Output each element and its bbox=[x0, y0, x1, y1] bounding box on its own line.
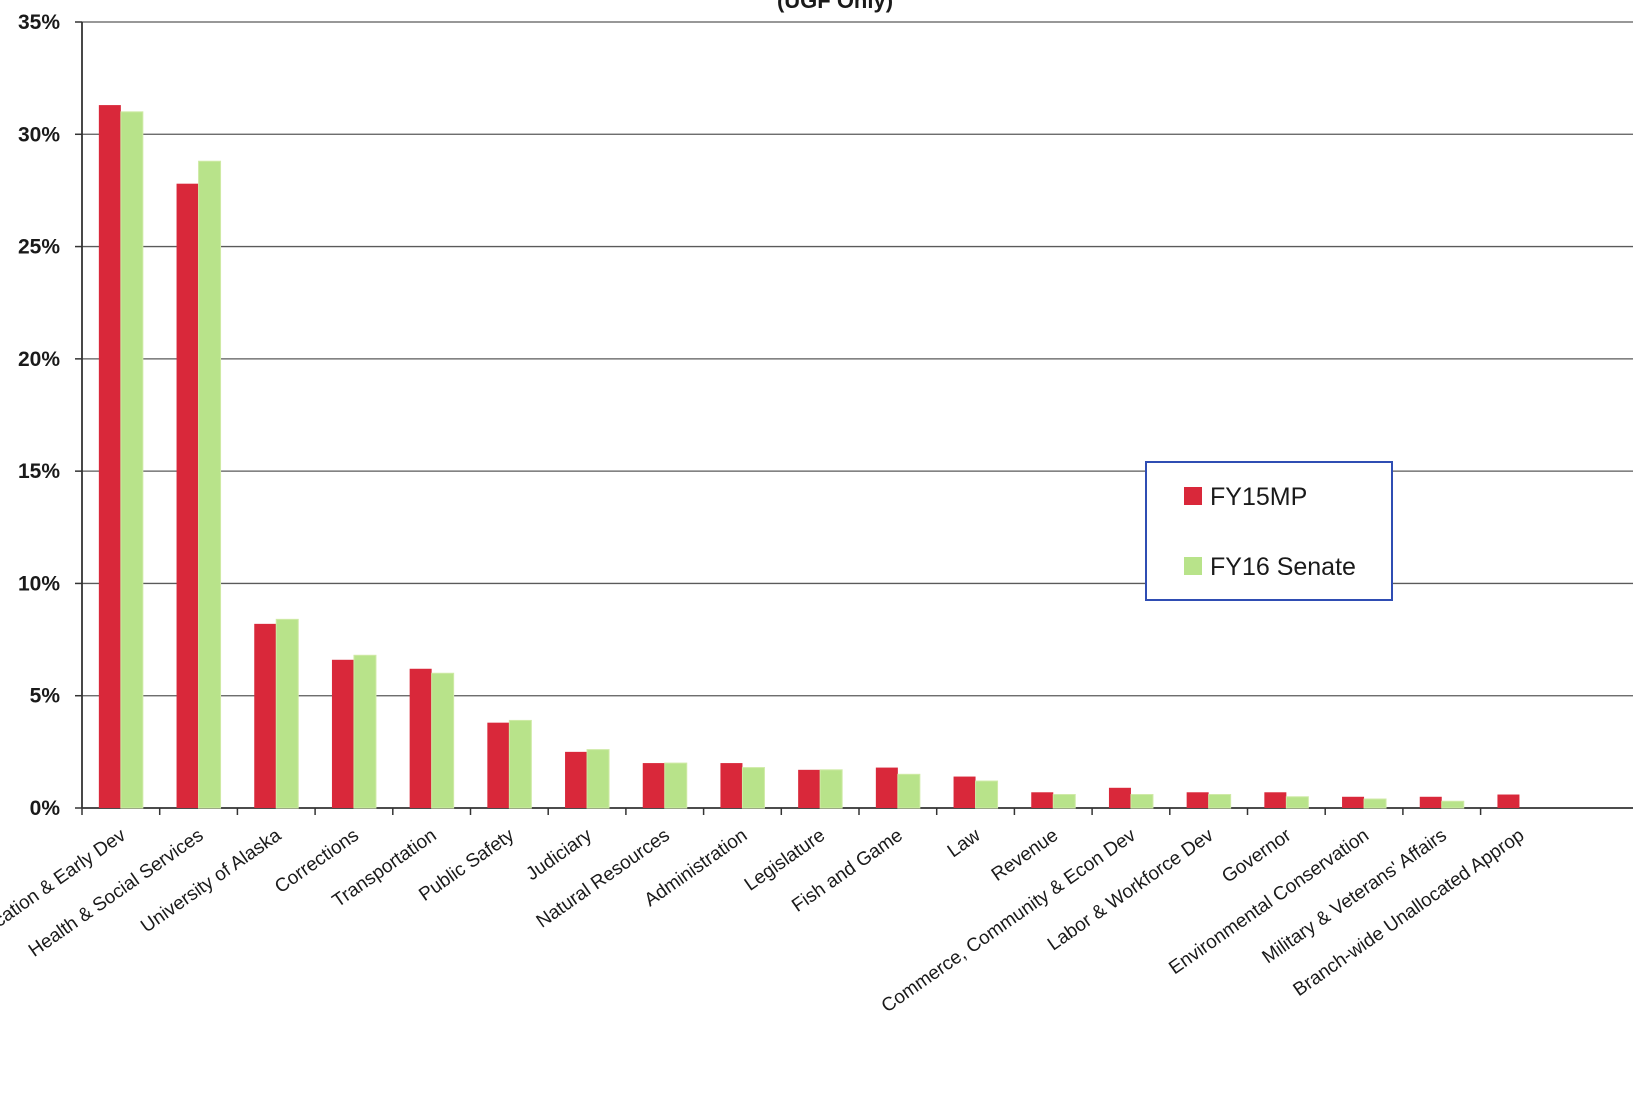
x-tick-label: Natural Resources bbox=[533, 825, 674, 932]
bars bbox=[99, 105, 1520, 808]
bar-fy15mp bbox=[177, 184, 199, 808]
bar-fy16-senate bbox=[354, 655, 376, 808]
bar-fy15mp bbox=[1342, 797, 1364, 808]
bar-fy15mp bbox=[410, 669, 432, 808]
bar-fy16-senate bbox=[742, 768, 764, 808]
bar-fy15mp bbox=[1497, 795, 1519, 808]
y-tick-label: 20% bbox=[18, 348, 60, 371]
bar-fy15mp bbox=[1187, 792, 1209, 808]
chart-title: (UGF Only) bbox=[777, 0, 893, 13]
bar-fy16-senate bbox=[665, 763, 687, 808]
gridlines bbox=[82, 22, 1633, 696]
y-tick-label: 15% bbox=[18, 460, 60, 483]
x-tick-label: University of Alaska bbox=[137, 825, 285, 938]
y-tick-label: 0% bbox=[30, 797, 61, 820]
bar-fy15mp bbox=[1420, 797, 1442, 808]
bar-fy16-senate bbox=[1364, 799, 1386, 808]
bar-fy16-senate bbox=[898, 774, 920, 808]
bar-fy16-senate bbox=[1442, 801, 1464, 808]
x-tick-label: Law bbox=[944, 825, 985, 862]
bar-fy16-senate bbox=[121, 112, 143, 808]
bar-fy16-senate bbox=[587, 750, 609, 808]
bar-fy16-senate bbox=[1286, 797, 1308, 808]
bar-fy16-senate bbox=[1131, 795, 1153, 808]
bar-fy16-senate bbox=[199, 161, 221, 808]
legend-swatch bbox=[1184, 557, 1202, 575]
legend-label: FY16 Senate bbox=[1210, 553, 1356, 581]
bar-fy15mp bbox=[1109, 788, 1131, 808]
bar-fy16-senate bbox=[276, 619, 298, 808]
bar-fy16-senate bbox=[820, 770, 842, 808]
bar-fy15mp bbox=[1264, 792, 1286, 808]
bar-fy15mp bbox=[565, 752, 587, 808]
bar-fy16-senate bbox=[976, 781, 998, 808]
bar-fy15mp bbox=[798, 770, 820, 808]
x-tick-label: Judiciary bbox=[522, 825, 596, 885]
bar-fy15mp bbox=[1031, 792, 1053, 808]
bar-fy16-senate bbox=[1053, 795, 1075, 808]
bar-fy16-senate bbox=[432, 673, 454, 808]
bar-fy16-senate bbox=[509, 720, 531, 808]
y-tick-label: 5% bbox=[30, 685, 61, 708]
x-tick-label: Revenue bbox=[988, 825, 1062, 886]
legend: FY15MP FY16 Senate bbox=[1146, 462, 1392, 600]
legend-label: FY15MP bbox=[1210, 483, 1307, 511]
legend-swatch bbox=[1184, 487, 1202, 505]
bar-fy15mp bbox=[876, 768, 898, 808]
y-tick-label: 25% bbox=[18, 236, 60, 259]
bar-fy15mp bbox=[954, 777, 976, 808]
bar-fy15mp bbox=[99, 105, 121, 808]
bar-fy15mp bbox=[332, 660, 354, 808]
y-tick-label: 30% bbox=[18, 123, 60, 146]
bar-fy15mp bbox=[720, 763, 742, 808]
bar-fy15mp bbox=[487, 723, 509, 808]
bar-fy16-senate bbox=[1209, 795, 1231, 808]
bar-fy15mp bbox=[643, 763, 665, 808]
y-tick-label: 35% bbox=[18, 11, 60, 34]
bar-fy15mp bbox=[254, 624, 276, 808]
y-tick-label: 10% bbox=[18, 572, 60, 595]
